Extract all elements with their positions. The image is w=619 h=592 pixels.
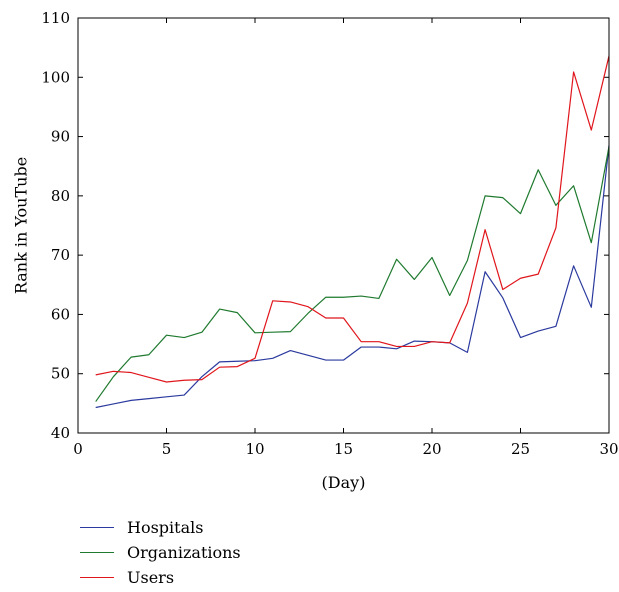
y-tick-label: 50: [51, 365, 70, 383]
x-tick-label: 10: [245, 440, 264, 458]
series-line-organizations: [95, 146, 610, 402]
legend-swatch-users: [80, 577, 114, 578]
legend: Hospitals Organizations Users: [80, 515, 241, 590]
x-tick-label: 20: [422, 440, 441, 458]
x-tick-label: 25: [511, 440, 530, 458]
y-tick-label: 90: [51, 128, 70, 146]
legend-item-organizations: Organizations: [80, 540, 241, 565]
series-lines: [95, 55, 610, 409]
legend-swatch-hospitals: [80, 527, 114, 528]
x-tick-label: 30: [599, 440, 618, 458]
x-tick-label: 0: [73, 440, 83, 458]
y-tick-label: 40: [51, 424, 70, 442]
legend-label-users: Users: [127, 568, 175, 587]
x-tick-label: 15: [334, 440, 353, 458]
series-line-users: [95, 55, 610, 383]
plot-frame: [77, 17, 610, 434]
legend-swatch-organizations: [80, 552, 114, 553]
x-tick-label: 5: [162, 440, 172, 458]
y-tick-label: 110: [41, 9, 70, 27]
line-chart: 0 5 10 15 20 25 30 40 50 60 70 80 90 100 110 Rank in Y…: [12, 9, 619, 492]
y-tick-label: 70: [51, 246, 70, 264]
axis-ticks: 0 5 10 15 20 25 30 40 50 60 70 80 90 100 110: [41, 9, 618, 458]
legend-item-users: Users: [80, 565, 241, 590]
legend-item-hospitals: Hospitals: [80, 515, 241, 540]
y-axis-title: Rank in YouTube: [12, 157, 31, 294]
x-axis-title: (Day): [322, 473, 366, 492]
legend-label-organizations: Organizations: [127, 543, 241, 562]
y-tick-label: 100: [41, 68, 70, 86]
legend-label-hospitals: Hospitals: [127, 518, 204, 537]
series-line-hospitals: [95, 145, 610, 409]
y-tick-label: 60: [51, 305, 70, 323]
y-tick-label: 80: [51, 187, 70, 205]
